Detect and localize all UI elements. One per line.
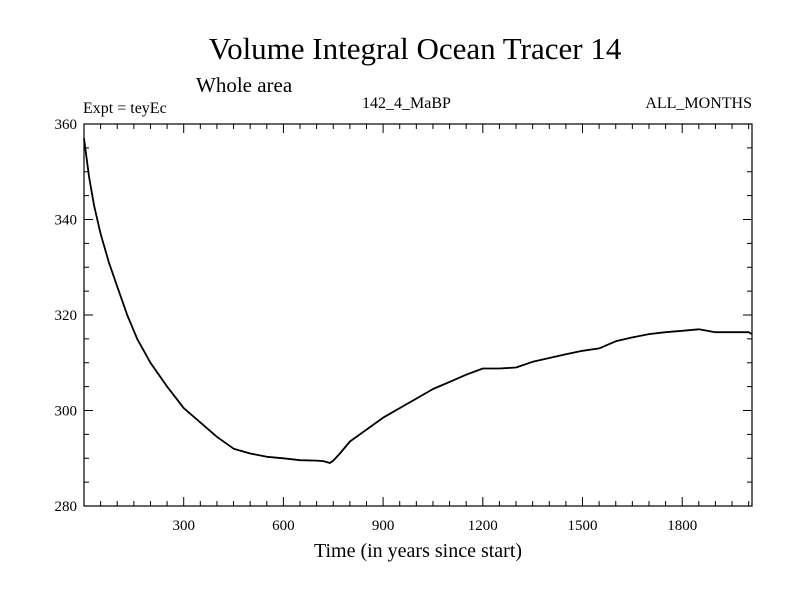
chart-title: Volume Integral Ocean Tracer 14 xyxy=(209,31,622,66)
axis-tick-labels: 300 600 900 1200 1500 1800 280 300 320 340 360 xyxy=(55,117,698,534)
x-tick-label: 1500 xyxy=(568,518,598,534)
y-tick-label: 320 xyxy=(55,308,78,324)
y-tick-label: 360 xyxy=(55,117,78,133)
axis-ticks xyxy=(84,123,752,507)
run-label: 142_4_MaBP xyxy=(362,95,451,112)
y-tick-label: 280 xyxy=(55,499,78,515)
chart-subtitle: Whole area xyxy=(196,73,293,97)
plot-frame xyxy=(83,123,753,507)
x-tick-label: 600 xyxy=(272,518,295,534)
x-tick-label: 300 xyxy=(172,518,195,534)
x-tick-label: 1800 xyxy=(667,518,697,534)
series-line xyxy=(83,138,753,464)
x-tick-label: 1200 xyxy=(468,518,498,534)
x-axis-title: Time (in years since start) xyxy=(314,540,522,562)
period-label: ALL_MONTHS xyxy=(645,95,752,112)
y-tick-label: 340 xyxy=(55,213,78,229)
experiment-label: Expt = teyEc xyxy=(83,100,167,117)
x-tick-label: 900 xyxy=(372,518,395,534)
y-tick-label: 300 xyxy=(55,404,78,420)
